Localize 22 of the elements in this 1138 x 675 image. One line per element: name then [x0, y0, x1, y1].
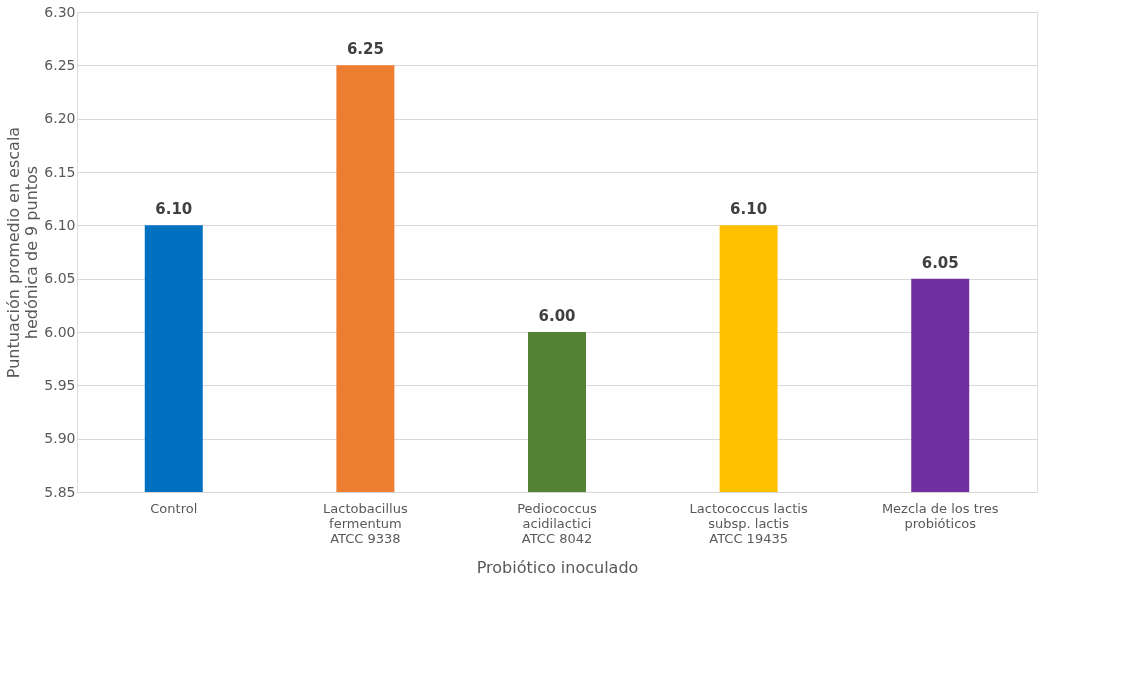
data-label: 6.00	[538, 307, 576, 325]
y-tick-label: 6.30	[44, 3, 76, 20]
x-tick-label: Control	[150, 500, 198, 516]
x-tick-label: Lactobacillus fermentum ATCC 9338	[323, 500, 408, 546]
x-axis-title: Probiótico inoculado	[476, 557, 639, 577]
y-tick-label: 6.00	[44, 323, 76, 340]
data-label: 6.10	[155, 200, 193, 219]
y-tick-label: 6.05	[44, 270, 76, 287]
y-tick-label: 6.10	[44, 216, 76, 233]
y-tick-label: 6.25	[44, 56, 76, 73]
x-tick-label: Pediococcus acidilactici ATCC 8042	[517, 500, 598, 546]
x-tick-label: Lactococcus lactis subsp. lactis ATCC 19435	[689, 500, 808, 546]
data-label: 6.25	[346, 40, 384, 59]
y-tick-label: 5.95	[44, 376, 76, 393]
y-tick-label: 6.20	[44, 110, 76, 127]
y-tick-label: 5.90	[44, 430, 76, 447]
data-label: 6.05	[921, 253, 959, 272]
data-label: 6.10	[730, 200, 768, 219]
y-tick-label: 5.85	[44, 483, 76, 500]
x-tick-label: Mezcla de los tres probióticos	[881, 500, 999, 531]
y-tick-label: 6.15	[44, 163, 76, 180]
y-axis-title: Puntuación promedio en escala hedónica de 9 puntos	[4, 126, 42, 379]
